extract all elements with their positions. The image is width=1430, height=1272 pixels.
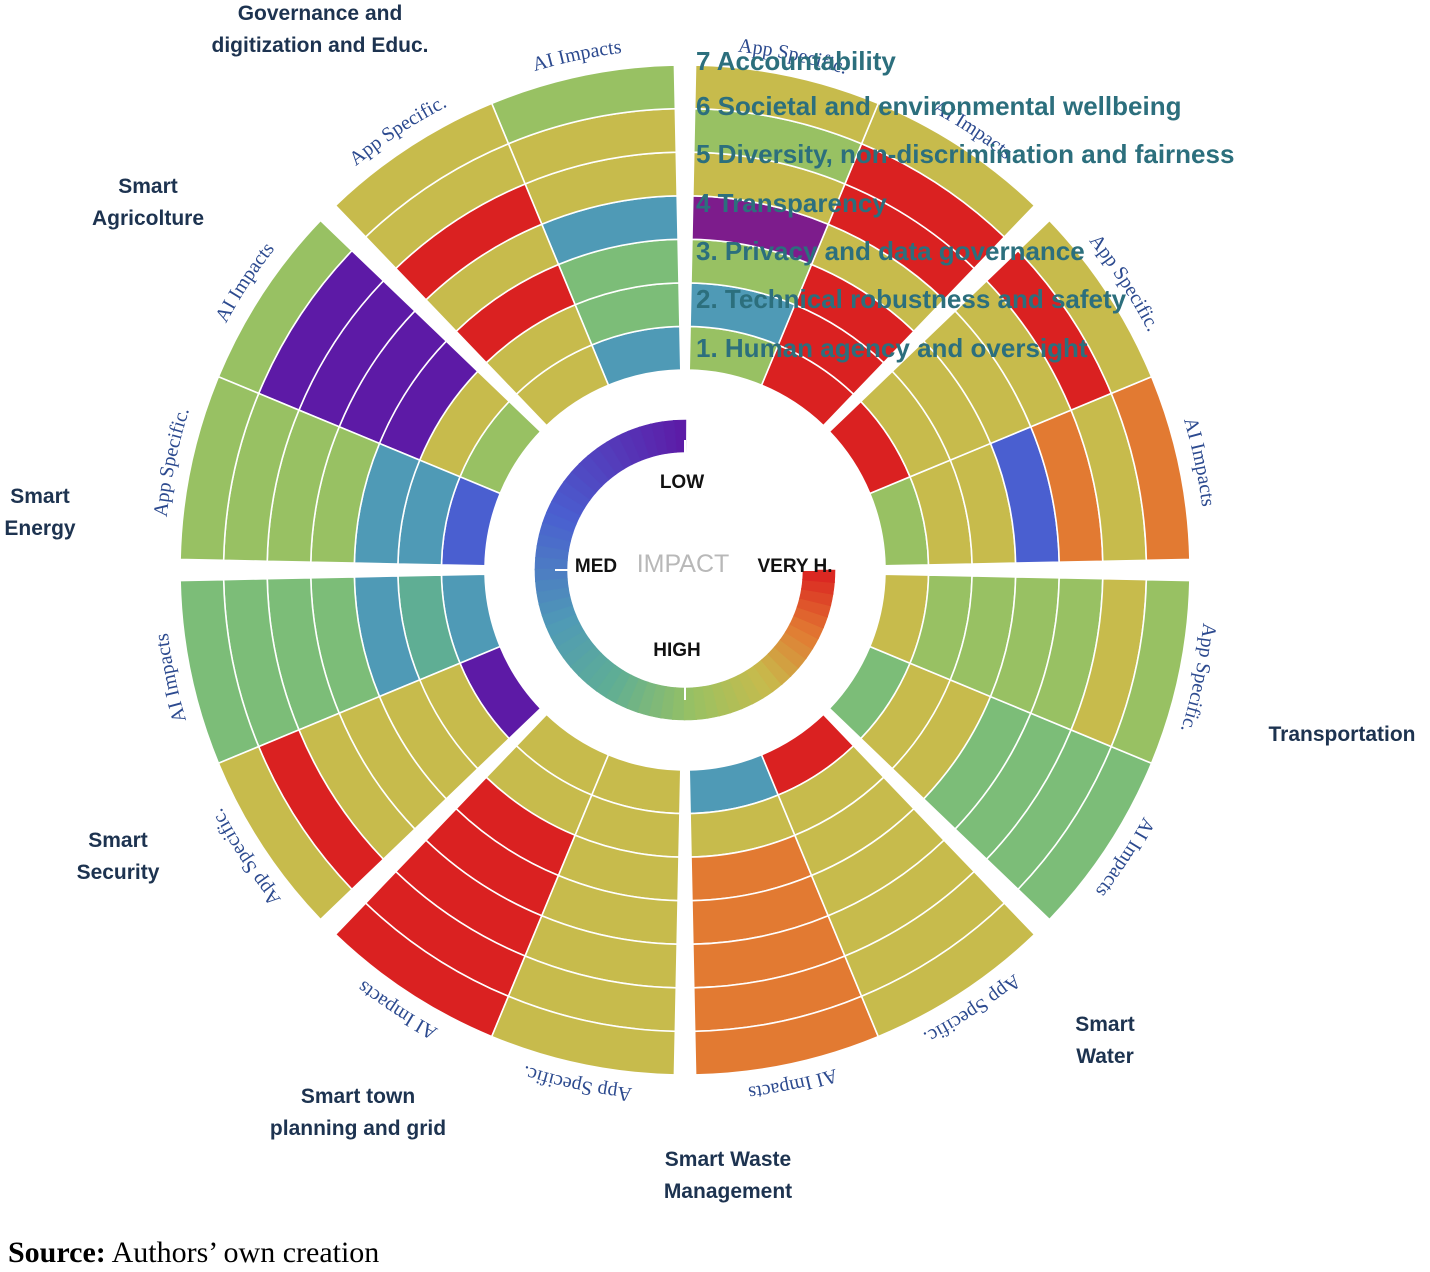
sector-name-governance-line: digitization and Educ. [212, 34, 429, 57]
cell-ai-impact [179, 578, 260, 765]
gauge-label-high: HIGH [653, 640, 701, 661]
sector-name-security: Smart Security [77, 829, 160, 884]
gauge-label-low: LOW [660, 472, 704, 493]
legend-criterion-4: 4 Transparency [696, 188, 887, 218]
cell-ai-impact [490, 64, 677, 145]
gauge-label-med: MED [575, 556, 617, 577]
sector-3 [334, 713, 682, 1076]
sector-name-town-planning: Smart town planning and grid [270, 1085, 446, 1140]
sector-name-waste-line: Smart Waste [665, 1148, 791, 1171]
cell-ai-impact [1110, 375, 1191, 562]
cell-app-specific [490, 995, 677, 1076]
cell-app-specific [334, 102, 510, 239]
sector-name-governance: Governance and digitization and Educ. [212, 2, 429, 57]
sector-name-energy-line: Energy [4, 517, 76, 540]
sector-name-town-planning-line: planning and grid [270, 1117, 446, 1140]
source-label: Source: [8, 1236, 106, 1269]
sector-name-agriculture-line: Agricolture [92, 207, 204, 230]
sector-name-agriculture: Smart Agricolture [92, 175, 204, 230]
sector-2 [179, 573, 542, 921]
cell-ai-impact [860, 102, 1036, 239]
sector-name-town-planning-line: Smart town [301, 1085, 415, 1108]
cell-ai-impact [1016, 745, 1153, 921]
cell-ai-impact [217, 219, 354, 395]
sector-0 [334, 64, 682, 427]
sector-name-security-line: Smart [88, 829, 148, 852]
gauge-title: IMPACT [637, 550, 730, 578]
sector-name-water: Smart Water [1075, 1013, 1135, 1068]
sector-name-energy: Smart Energy [4, 485, 76, 540]
gauge-label-very-high: VERY H. [758, 556, 833, 577]
cell-app-specific [217, 745, 354, 921]
source-note: Source: Authors’ own creation [8, 1236, 379, 1270]
sector-name-water-line: Smart [1075, 1013, 1135, 1036]
cell-ai-impact [334, 901, 510, 1038]
legend-criterion-2: 2. Technical robustness and safety [696, 284, 1127, 314]
sector-1 [179, 219, 542, 567]
sector-name-water-line: Water [1076, 1045, 1134, 1068]
legend-criterion-6: 6 Societal and environmental wellbeing [696, 91, 1181, 121]
sector-name-waste-line: Management [664, 1180, 792, 1203]
sector-name-agriculture-line: Smart [118, 175, 178, 198]
legend-criterion-1: 1. Human agency and oversight [696, 333, 1088, 363]
cell-app-specific [1016, 219, 1153, 395]
sector-name-transportation-line: Transportation [1268, 723, 1415, 746]
sector-name-governance-line: Governance and [238, 2, 403, 25]
sector-6 [828, 219, 1191, 567]
sector-name-energy-line: Smart [10, 485, 70, 508]
criteria-legend: 7 Accountability 6 Societal and environm… [696, 46, 1234, 363]
cell-app-specific [1110, 578, 1191, 765]
legend-criterion-3: 3. Privacy and data governance [696, 236, 1085, 266]
sector-4 [688, 713, 1036, 1076]
cell-app-specific [860, 901, 1036, 1038]
sector-names: Governance and digitization and Educ. Sma… [4, 2, 1415, 1203]
impact-gauge [534, 419, 836, 721]
heatmap-cells [179, 64, 1191, 1076]
sector-name-transportation: Transportation [1268, 723, 1415, 746]
sector-name-security-line: Security [77, 861, 160, 884]
legend-criterion-5: 5 Diversity, non-discrimination and fair… [696, 139, 1234, 169]
sector-name-waste: Smart Waste Management [664, 1148, 792, 1203]
legend-criterion-7: 7 Accountability [696, 46, 896, 76]
sector-5 [828, 573, 1191, 921]
cell-app-specific [179, 375, 260, 562]
sector-7 [688, 64, 1036, 427]
source-text: Authors’ own creation [105, 1236, 380, 1269]
cell-app-specific [693, 64, 880, 145]
cell-ai-impact [693, 995, 880, 1076]
